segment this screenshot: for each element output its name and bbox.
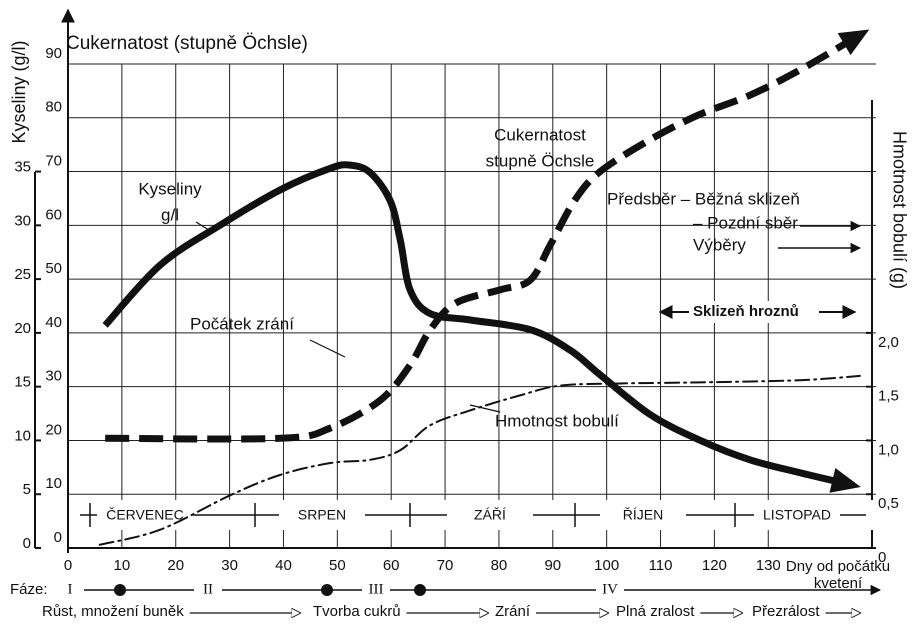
x-tick-label: 60	[383, 557, 400, 574]
stage: Přezrálost	[752, 603, 820, 620]
y-tick-label: 30	[45, 368, 62, 385]
y2-tick-label: 5	[23, 481, 31, 498]
series-line	[105, 31, 862, 443]
phase-bg	[194, 582, 222, 598]
x-tick-label: 70	[437, 557, 454, 574]
y3-tick-label: 1,0	[878, 441, 899, 458]
x-tick-label: 10	[114, 557, 131, 574]
stage: Plná zralost	[616, 603, 695, 620]
annotation: Cukernatost	[494, 125, 586, 144]
x-tick-label: 90	[544, 557, 561, 574]
stage: Růst, množení buněk	[42, 603, 184, 620]
y2-axis-title: Kyseliny (g/l)	[9, 40, 29, 143]
x-tick-label: 40	[275, 557, 292, 574]
y-axis-title: Cukernatost (stupně Öchsle)	[66, 33, 308, 54]
annotation: stupně Öchsle	[486, 151, 595, 170]
annotation: Kyseliny	[138, 179, 202, 198]
phase-bg	[596, 582, 624, 598]
annotation-leader	[469, 404, 501, 413]
x-tick-label: 0	[64, 557, 72, 574]
y2-tick-label: 25	[14, 266, 31, 283]
month-label: SRPEN	[298, 507, 346, 523]
phase: II	[203, 581, 213, 597]
y3-axis-title: Hmotnost bobulí (g)	[889, 131, 909, 289]
x-tick-label: 100	[594, 557, 619, 574]
y3-tick-label: 0	[878, 549, 886, 566]
arrow-head	[829, 467, 861, 493]
phase-dot	[414, 584, 426, 596]
y2-tick-label: 15	[14, 374, 31, 391]
phase-bg	[362, 582, 390, 598]
y-tick-label: 50	[45, 260, 62, 277]
y2-tick-label: 20	[14, 320, 31, 337]
phase-label-bg	[6, 580, 64, 600]
phase: IV	[602, 581, 618, 597]
phase: I	[68, 581, 73, 597]
series-line	[98, 374, 861, 546]
phase-bg	[56, 582, 84, 598]
y3-tick-label: 0,5	[878, 495, 899, 512]
x-tick-label: 80	[491, 557, 508, 574]
stage: Tvorba cukrů	[313, 603, 401, 620]
x-tick-label: 120	[702, 557, 727, 574]
y-tick-label: 0	[54, 529, 62, 546]
y-tick-label: 70	[45, 153, 62, 170]
y3-tick-label: 1,5	[878, 388, 899, 405]
annotation: – Pozdní sběr	[693, 213, 798, 232]
month-label-bg	[97, 504, 193, 526]
x-tick-label: 50	[329, 557, 346, 574]
y2-tick-label: 0	[23, 535, 31, 552]
month-label-bg	[600, 504, 686, 526]
phase-dot	[321, 584, 333, 596]
y-tick-label: 80	[45, 99, 62, 116]
annotation: Předsběr – Běžná sklizeň	[607, 189, 800, 208]
x-axis-title: Dny od počátku	[786, 558, 890, 575]
phase: III	[369, 581, 384, 597]
y-tick-label: 20	[45, 421, 62, 438]
annotation: Hmotnost bobulí	[495, 411, 619, 430]
month-label: ČERVENEC	[106, 507, 184, 523]
annotation-leader	[309, 339, 346, 358]
arrow-head	[837, 29, 870, 56]
y3-tick-label: 2,0	[878, 334, 899, 351]
y-tick-label: 40	[45, 314, 62, 331]
month-label: ZÁŘÍ	[474, 507, 506, 523]
stage: Zrání	[495, 603, 531, 620]
y-tick-label: 10	[45, 475, 62, 492]
phase-label: Fáze:	[10, 581, 48, 598]
month-label-bg	[279, 504, 365, 526]
y2-tick-label: 10	[14, 427, 31, 444]
x-axis-title: kvetení	[814, 575, 863, 592]
annotation-bg	[689, 301, 819, 323]
series-line	[102, 161, 851, 488]
x-tick-label: 30	[221, 557, 238, 574]
y-tick-label: 60	[45, 206, 62, 223]
x-tick-label: 130	[756, 557, 781, 574]
annotation: Výběry	[693, 235, 746, 254]
phase-dot	[114, 584, 126, 596]
month-label-bg	[447, 504, 533, 526]
y2-tick-label: 35	[14, 159, 31, 176]
y2-tick-label: 30	[14, 212, 31, 229]
x-tick-label: 20	[167, 557, 184, 574]
annotation: Sklizeň hroznů	[693, 303, 799, 320]
month-label: LISTOPAD	[763, 507, 831, 523]
annotation: g/l	[161, 205, 179, 224]
month-label: ŘÍJEN	[623, 507, 663, 523]
x-tick-label: 110	[649, 557, 673, 574]
y-tick-label: 90	[45, 45, 62, 62]
month-label-bg	[754, 504, 840, 526]
annotation: Počátek zrání	[190, 314, 294, 333]
annotation-leader	[195, 221, 213, 233]
